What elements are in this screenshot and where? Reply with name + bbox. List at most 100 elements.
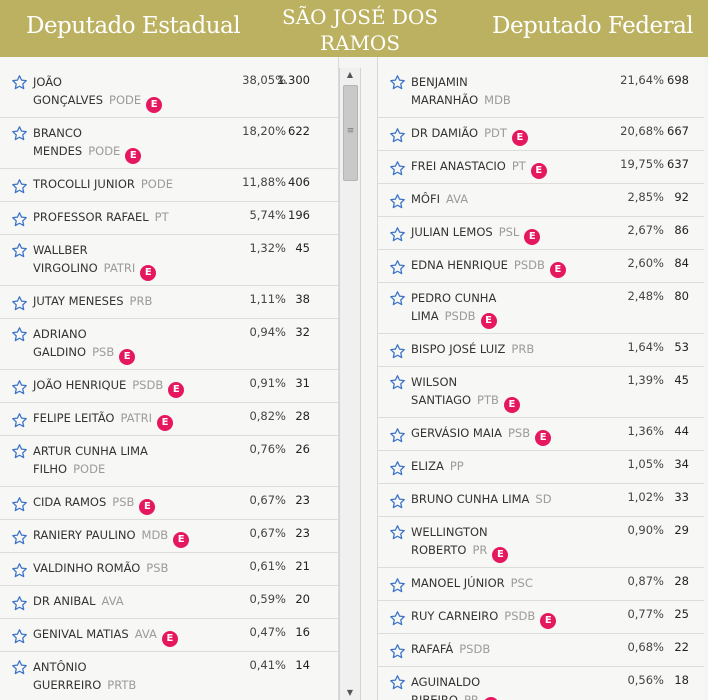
party-label: PSL (498, 225, 520, 239)
candidate-name-line: FILHO (33, 462, 68, 476)
candidate-row[interactable]: FELIPE LEITÃO PATRI E 0,82% 28 (0, 403, 338, 436)
star-outline-icon[interactable] (389, 643, 406, 660)
elected-badge-icon: E (535, 430, 552, 446)
star-outline-icon[interactable] (389, 259, 406, 276)
party-label: MDB (141, 528, 169, 542)
candidate-name-line: VALDINHO ROMÃO (33, 561, 141, 575)
candidate-row[interactable]: ELIZA PP 1,05% 34 (378, 451, 704, 484)
scroll-down-arrow-icon[interactable]: ▼ (346, 688, 354, 697)
vote-percentage: 2,60% (627, 256, 664, 270)
elected-badge-icon: E (492, 547, 509, 563)
vote-percentage: 0,47% (249, 625, 286, 639)
results-header: Deputado Estadual SÃO JOSÉ DOS RAMOS Dep… (0, 0, 708, 57)
star-outline-icon[interactable] (389, 226, 406, 243)
estadual-results-panel[interactable]: JOÃO GONÇALVES PODE E 38,05% 1.300 BRANCO MENDE… (0, 57, 339, 700)
candidate-row[interactable]: GERVÁSIO MAIA PSB E 1,36% 44 (378, 418, 704, 451)
star-outline-icon[interactable] (11, 295, 28, 312)
candidate-name-line: ROBERTO (411, 543, 467, 557)
vote-percentage: 1,64% (627, 340, 664, 354)
star-outline-icon[interactable] (389, 427, 406, 444)
star-outline-icon[interactable] (11, 326, 28, 343)
candidate-row[interactable]: JUTAY MENESES PRB 1,11% 38 (0, 286, 338, 319)
candidate-name-line: JOÃO HENRIQUE (33, 378, 127, 392)
star-outline-icon[interactable] (389, 524, 406, 541)
star-outline-icon[interactable] (11, 412, 28, 429)
star-outline-icon[interactable] (389, 343, 406, 360)
candidate-row[interactable]: FREI ANASTACIO PT E 19,75% 637 (378, 151, 704, 184)
candidate-row[interactable]: ADRIANO GALDINO PSB E 0,94% 32 (0, 319, 338, 370)
candidate-row[interactable]: VALDINHO ROMÃO PSB 0,61% 21 (0, 553, 338, 586)
candidate-row[interactable]: RAFAFÁ PSDB 0,68% 22 (378, 634, 704, 667)
candidate-row[interactable]: ANTÔNIO GUERREIRO PRTB 0,41% 14 (0, 652, 338, 700)
candidate-row[interactable]: MÔFI AVA 2,85% 92 (378, 184, 704, 217)
candidate-row[interactable]: BENJAMIN MARANHÃO MDB 21,64% 698 (378, 67, 704, 118)
candidate-row[interactable]: DR ANIBAL AVA 0,59% 20 (0, 586, 338, 619)
candidate-row[interactable]: MANOEL JÚNIOR PSC 0,87% 28 (378, 568, 704, 601)
scrollbar-thumb[interactable]: ≡ (343, 85, 358, 181)
candidate-row[interactable]: AGUINALDORIBEIROPPE0,56%18 (378, 667, 704, 700)
candidate-row[interactable]: ARTUR CUNHA LIMA FILHO PODE 0,76% 26 (0, 436, 338, 487)
elected-badge-icon: E (173, 532, 190, 548)
star-outline-icon[interactable] (11, 628, 28, 645)
candidate-row[interactable]: CIDA RAMOS PSB E 0,67% 23 (0, 487, 338, 520)
star-outline-icon[interactable] (11, 659, 28, 676)
star-outline-icon[interactable] (389, 374, 406, 391)
star-outline-icon[interactable] (11, 595, 28, 612)
candidate-row[interactable]: JULIAN LEMOS PSL E 2,67% 86 (378, 217, 704, 250)
candidate-name-line: FELIPE LEITÃO (33, 411, 115, 425)
candidate-row[interactable]: PEDRO CUNHA LIMA PSDB E 2,48% 80 (378, 283, 704, 334)
party-label: AVA (445, 192, 469, 206)
candidate-row[interactable]: JOÃO GONÇALVES PODE E 38,05% 1.300 (0, 67, 338, 118)
candidate-name: DR DAMIÃO PDT E (411, 124, 528, 146)
star-outline-icon[interactable] (389, 460, 406, 477)
candidate-row[interactable]: BRUNO CUNHA LIMA SD 1,02% 33 (378, 484, 704, 517)
vote-count: 22 (674, 640, 689, 654)
star-outline-icon[interactable] (11, 125, 28, 142)
star-outline-icon[interactable] (389, 674, 406, 691)
candidate-row[interactable]: GENIVAL MATIAS AVA E 0,47% 16 (0, 619, 338, 652)
vote-count: 18 (674, 673, 689, 687)
party-label: PSB (112, 495, 135, 509)
candidate-row[interactable]: WALLBER VIRGOLINO PATRI E 1,32% 45 (0, 235, 338, 286)
star-outline-icon[interactable] (389, 610, 406, 627)
scroll-up-arrow-icon[interactable]: ▲ (346, 70, 354, 79)
candidate-name: EDNA HENRIQUE PSDB E (411, 256, 566, 278)
star-outline-icon[interactable] (11, 242, 28, 259)
candidate-name-line: DR DAMIÃO (411, 126, 479, 140)
star-outline-icon[interactable] (389, 193, 406, 210)
vote-count: 33 (674, 490, 689, 504)
candidate-row[interactable]: DR DAMIÃO PDT E 20,68% 667 (378, 118, 704, 151)
candidate-name-line: DR ANIBAL (33, 594, 96, 608)
star-outline-icon[interactable] (11, 74, 28, 91)
candidate-row[interactable]: BISPO JOSÉ LUIZ PRB 1,64% 53 (378, 334, 704, 367)
candidate-row[interactable]: JOÃO HENRIQUE PSDB E 0,91% 31 (0, 370, 338, 403)
star-outline-icon[interactable] (389, 160, 406, 177)
candidate-name: JULIAN LEMOS PSL E (411, 223, 541, 245)
star-outline-icon[interactable] (11, 529, 28, 546)
star-outline-icon[interactable] (11, 443, 28, 460)
elected-badge-icon: E (530, 163, 547, 179)
candidate-row[interactable]: WILSON SANTIAGO PTB E 1,39% 45 (378, 367, 704, 418)
vote-percentage: 19,75% (620, 157, 664, 171)
star-outline-icon[interactable] (389, 127, 406, 144)
elected-badge-icon: E (161, 631, 178, 647)
star-outline-icon[interactable] (11, 178, 28, 195)
star-outline-icon[interactable] (389, 577, 406, 594)
candidate-name-line: LIMA (411, 309, 439, 323)
federal-results-panel[interactable]: BENJAMIN MARANHÃO MDB 21,64% 698 DR DAMIÃO PDT… (377, 57, 704, 700)
star-outline-icon[interactable] (389, 493, 406, 510)
candidate-row[interactable]: PROFESSOR RAFAEL PT 5,74% 196 (0, 202, 338, 235)
star-outline-icon[interactable] (11, 379, 28, 396)
star-outline-icon[interactable] (389, 74, 406, 91)
candidate-row[interactable]: EDNA HENRIQUE PSDB E 2,60% 84 (378, 250, 704, 283)
candidate-row[interactable]: BRANCO MENDES PODE E 18,20% 622 (0, 118, 338, 169)
star-outline-icon[interactable] (11, 562, 28, 579)
candidate-row[interactable]: RUY CARNEIRO PSDB E 0,77% 25 (378, 601, 704, 634)
star-outline-icon[interactable] (11, 211, 28, 228)
star-outline-icon[interactable] (389, 290, 406, 307)
candidate-row[interactable]: RANIERY PAULINO MDB E 0,67% 23 (0, 520, 338, 553)
candidate-row[interactable]: WELLINGTON ROBERTO PR E 0,90% 29 (378, 517, 704, 568)
star-outline-icon[interactable] (11, 496, 28, 513)
candidate-row[interactable]: TROCOLLI JUNIOR PODE 11,88% 406 (0, 169, 338, 202)
estadual-scrollbar[interactable]: ▲ ≡ ▼ (339, 68, 361, 700)
